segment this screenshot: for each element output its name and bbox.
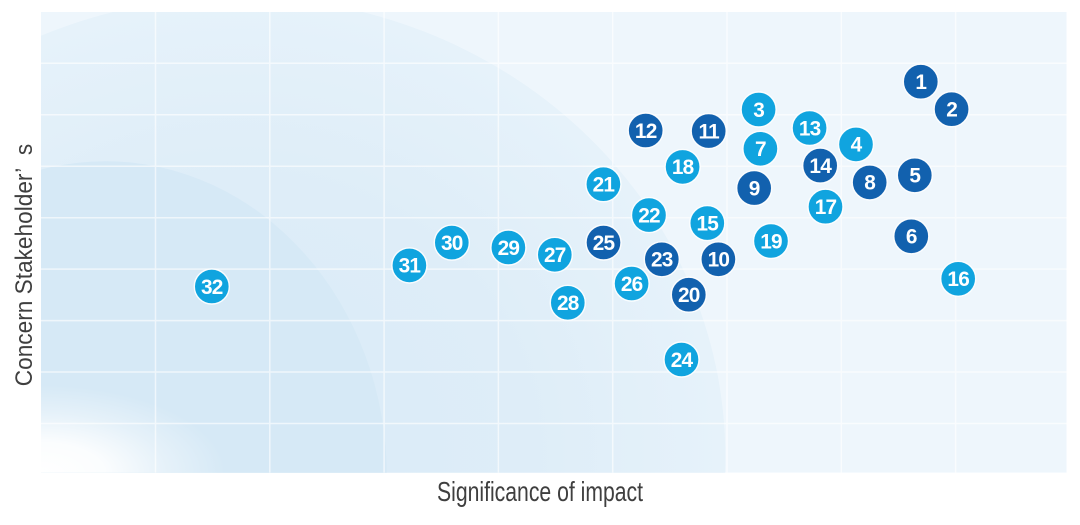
svg-text:24: 24 (671, 349, 694, 372)
svg-text:12: 12 (635, 120, 657, 143)
svg-text:28: 28 (557, 292, 579, 315)
svg-text:1: 1 (915, 71, 926, 94)
svg-text:16: 16 (947, 268, 969, 291)
svg-text:Significance of impact: Significance of impact (437, 476, 643, 507)
svg-text:27: 27 (544, 244, 566, 267)
svg-text:6: 6 (906, 226, 917, 249)
svg-text:5: 5 (909, 165, 920, 188)
svg-text:17: 17 (815, 196, 837, 219)
svg-text:19: 19 (760, 230, 782, 253)
svg-text:32: 32 (201, 276, 223, 299)
svg-text:7: 7 (755, 138, 766, 161)
svg-text:31: 31 (399, 255, 421, 278)
svg-text:2: 2 (946, 99, 957, 122)
svg-text:10: 10 (708, 249, 730, 272)
svg-text:15: 15 (697, 212, 719, 235)
svg-text:20: 20 (678, 284, 700, 307)
svg-text:8: 8 (864, 172, 875, 195)
svg-text:Concern Stakeholder’ s: Concern Stakeholder’ s (11, 144, 38, 387)
svg-text:13: 13 (799, 117, 821, 140)
svg-text:11: 11 (699, 120, 720, 143)
svg-text:25: 25 (593, 232, 615, 255)
svg-text:30: 30 (441, 232, 463, 255)
svg-text:3: 3 (753, 99, 764, 122)
svg-text:22: 22 (638, 204, 660, 227)
svg-text:9: 9 (749, 177, 760, 200)
svg-text:18: 18 (672, 156, 694, 179)
svg-text:4: 4 (851, 134, 863, 157)
svg-text:23: 23 (651, 249, 673, 272)
svg-text:21: 21 (593, 174, 615, 197)
svg-text:29: 29 (498, 237, 520, 260)
svg-text:14: 14 (809, 155, 832, 178)
svg-text:26: 26 (621, 273, 643, 296)
